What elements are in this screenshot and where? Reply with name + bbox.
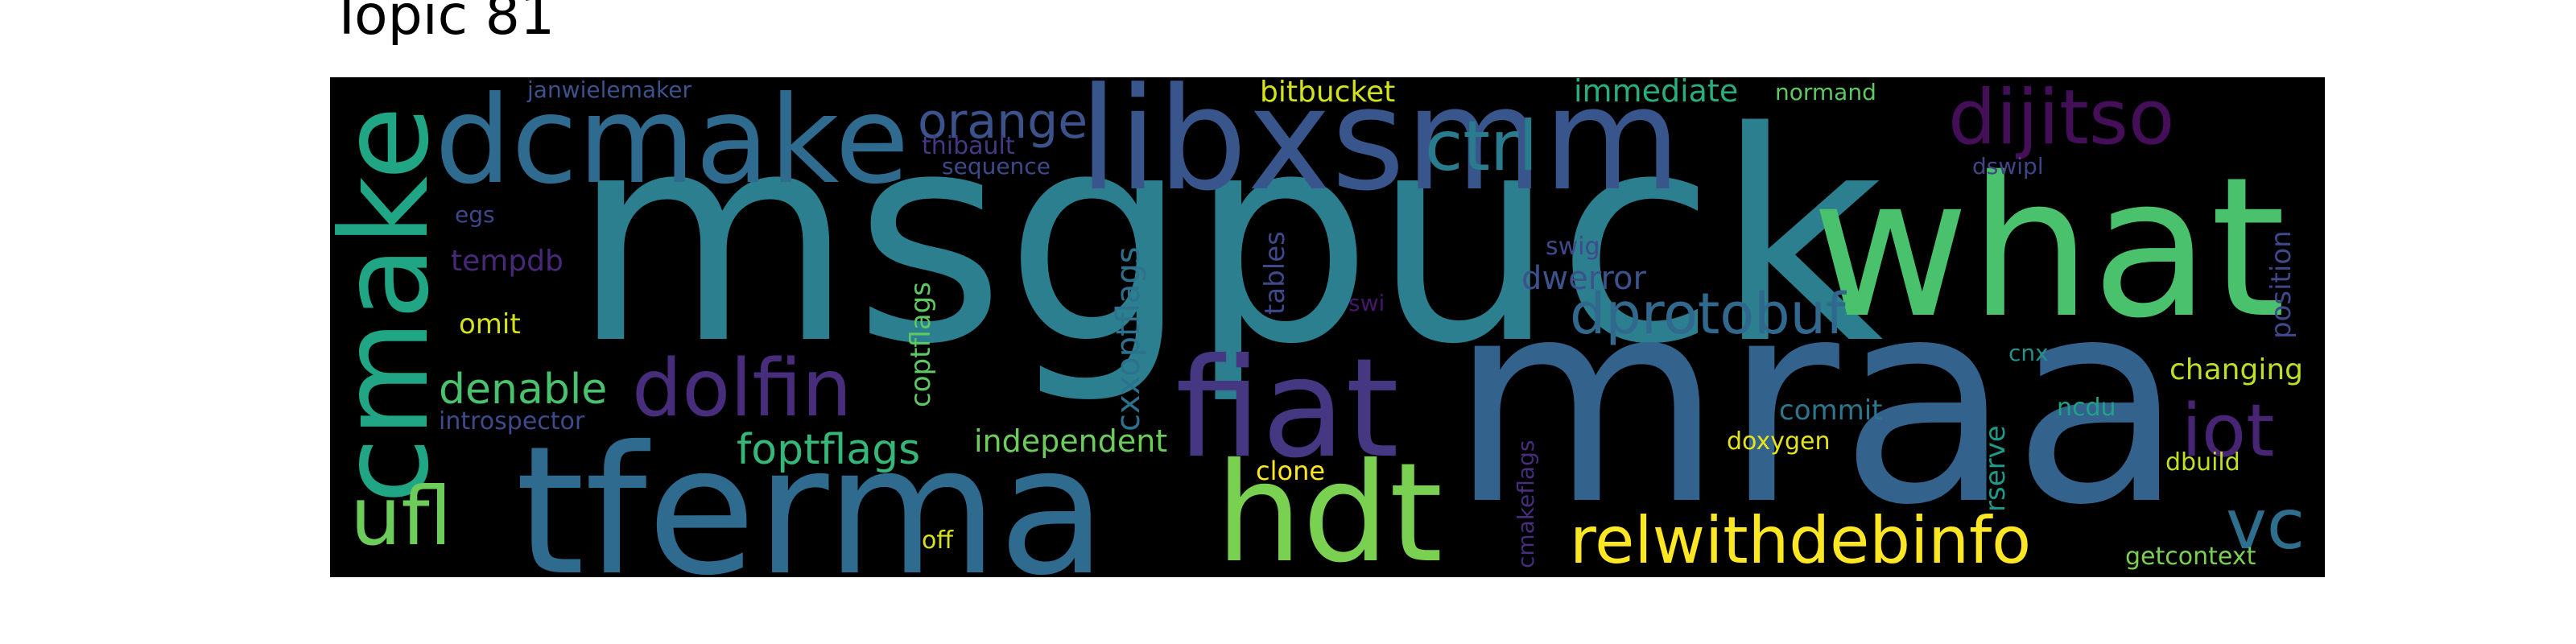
word-clone: clone	[1256, 456, 1325, 486]
word-off: off	[922, 526, 954, 555]
word-bitbucket: bitbucket	[1260, 77, 1395, 109]
word-swi: swi	[1348, 290, 1385, 316]
word-denable: denable	[439, 365, 607, 414]
word-omit: omit	[459, 308, 521, 341]
word-cxxoptflags: cxxoptflags	[1110, 246, 1147, 431]
word-mraa: mraa	[1449, 238, 2185, 567]
word-thibault: thibault	[922, 132, 1015, 160]
word-msgpuck: msgpuck	[572, 77, 1884, 407]
word-swig: swig	[1546, 233, 1600, 261]
word-egs: egs	[455, 201, 495, 228]
word-independent: independent	[974, 423, 1167, 459]
word-vc: vc	[2226, 485, 2305, 565]
word-getcontext: getcontext	[2125, 543, 2256, 571]
word-foptflags: foptflags	[737, 426, 920, 474]
word-commit: commit	[1779, 394, 1883, 427]
word-doxygen: doxygen	[1727, 427, 1831, 456]
word-dolfin: dolfin	[632, 343, 852, 435]
word-tempdb: tempdb	[451, 245, 564, 278]
word-cloud: msgpuck mraa what libxsmm tferma dcmake …	[330, 77, 2325, 577]
word-dprotobuf: dprotobuf	[1570, 281, 1847, 347]
word-changing: changing	[2169, 353, 2303, 386]
word-cnx: cnx	[2008, 340, 2049, 366]
word-tables: tables	[1259, 231, 1291, 315]
word-relwithdebinfo: relwithdebinfo	[1570, 503, 2031, 577]
word-cmake: cmake	[330, 106, 456, 504]
word-cmakeflags: cmakeflags	[1513, 440, 1539, 568]
word-orange: orange	[918, 93, 1088, 150]
word-dbuild: dbuild	[2165, 448, 2240, 477]
word-what: what	[1811, 135, 2286, 361]
word-introspector: introspector	[439, 407, 585, 436]
word-normand: normand	[1775, 79, 1876, 105]
word-immediate: immediate	[1574, 77, 1738, 109]
word-dswipl: dswipl	[1972, 153, 2044, 180]
word-ctrl: ctrl	[1425, 106, 1538, 187]
word-dcmake: dcmake	[435, 77, 910, 211]
word-iot: iot	[2182, 389, 2274, 473]
word-coptflags: coptflags	[905, 282, 937, 407]
word-rserve: rserve	[1979, 425, 2012, 512]
page-title: Topic 81	[330, 0, 555, 47]
word-tferma: tferma	[515, 408, 1107, 577]
word-dwerror: dwerror	[1521, 260, 1646, 297]
word-janwielemaker: janwielemaker	[526, 77, 691, 103]
word-fiat: fiat	[1175, 329, 1399, 489]
word-dijitso: dijitso	[1948, 77, 2174, 162]
word-position: position	[2265, 230, 2297, 339]
word-ufl: ufl	[350, 469, 452, 564]
word-sequence: sequence	[942, 153, 1051, 180]
word-ncdu: ncdu	[2057, 394, 2116, 422]
word-libxsmm: libxsmm	[1079, 77, 1681, 222]
word-hdt: hdt	[1216, 434, 1443, 577]
